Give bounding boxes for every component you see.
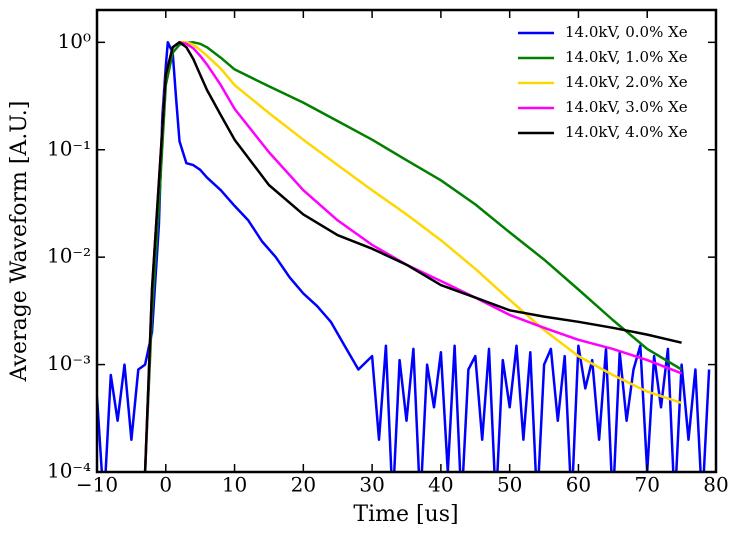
y-tick-label: 10⁻² xyxy=(47,244,91,268)
y-tick-label: 10⁰ xyxy=(58,29,91,53)
y-tick-label: 10⁻³ xyxy=(47,351,91,375)
x-axis-label: Time [us] xyxy=(353,502,458,527)
x-tick-label: 40 xyxy=(428,473,453,497)
data-line xyxy=(97,41,711,472)
x-tick-label: 80 xyxy=(703,473,728,497)
x-tick-label: 70 xyxy=(634,473,659,497)
x-tick-label: 30 xyxy=(359,473,384,497)
plot-lines xyxy=(97,41,711,472)
x-tick-label: 10 xyxy=(222,473,247,497)
y-tick-label: 10⁻⁴ xyxy=(47,459,91,483)
x-tick-label: 20 xyxy=(291,473,316,497)
x-tick-label: 50 xyxy=(497,473,522,497)
legend-label: 14.0kV, 4.0% Xe xyxy=(565,123,688,141)
y-tick-label: 10⁻¹ xyxy=(47,136,91,160)
data-line xyxy=(143,41,682,472)
legend-label: 14.0kV, 1.0% Xe xyxy=(565,48,688,66)
legend-label: 14.0kV, 0.0% Xe xyxy=(565,23,688,41)
y-axis-label: Average Waveform [A.U.] xyxy=(7,101,32,383)
plot-frame xyxy=(95,8,718,474)
data-line xyxy=(143,41,683,472)
x-tick-label: −10 xyxy=(76,473,118,497)
x-tick-label: 60 xyxy=(566,473,591,497)
legend-label: 14.0kV, 2.0% Xe xyxy=(565,73,688,91)
legend-label: 14.0kV, 3.0% Xe xyxy=(565,98,688,116)
x-tick-label: 0 xyxy=(159,473,172,497)
